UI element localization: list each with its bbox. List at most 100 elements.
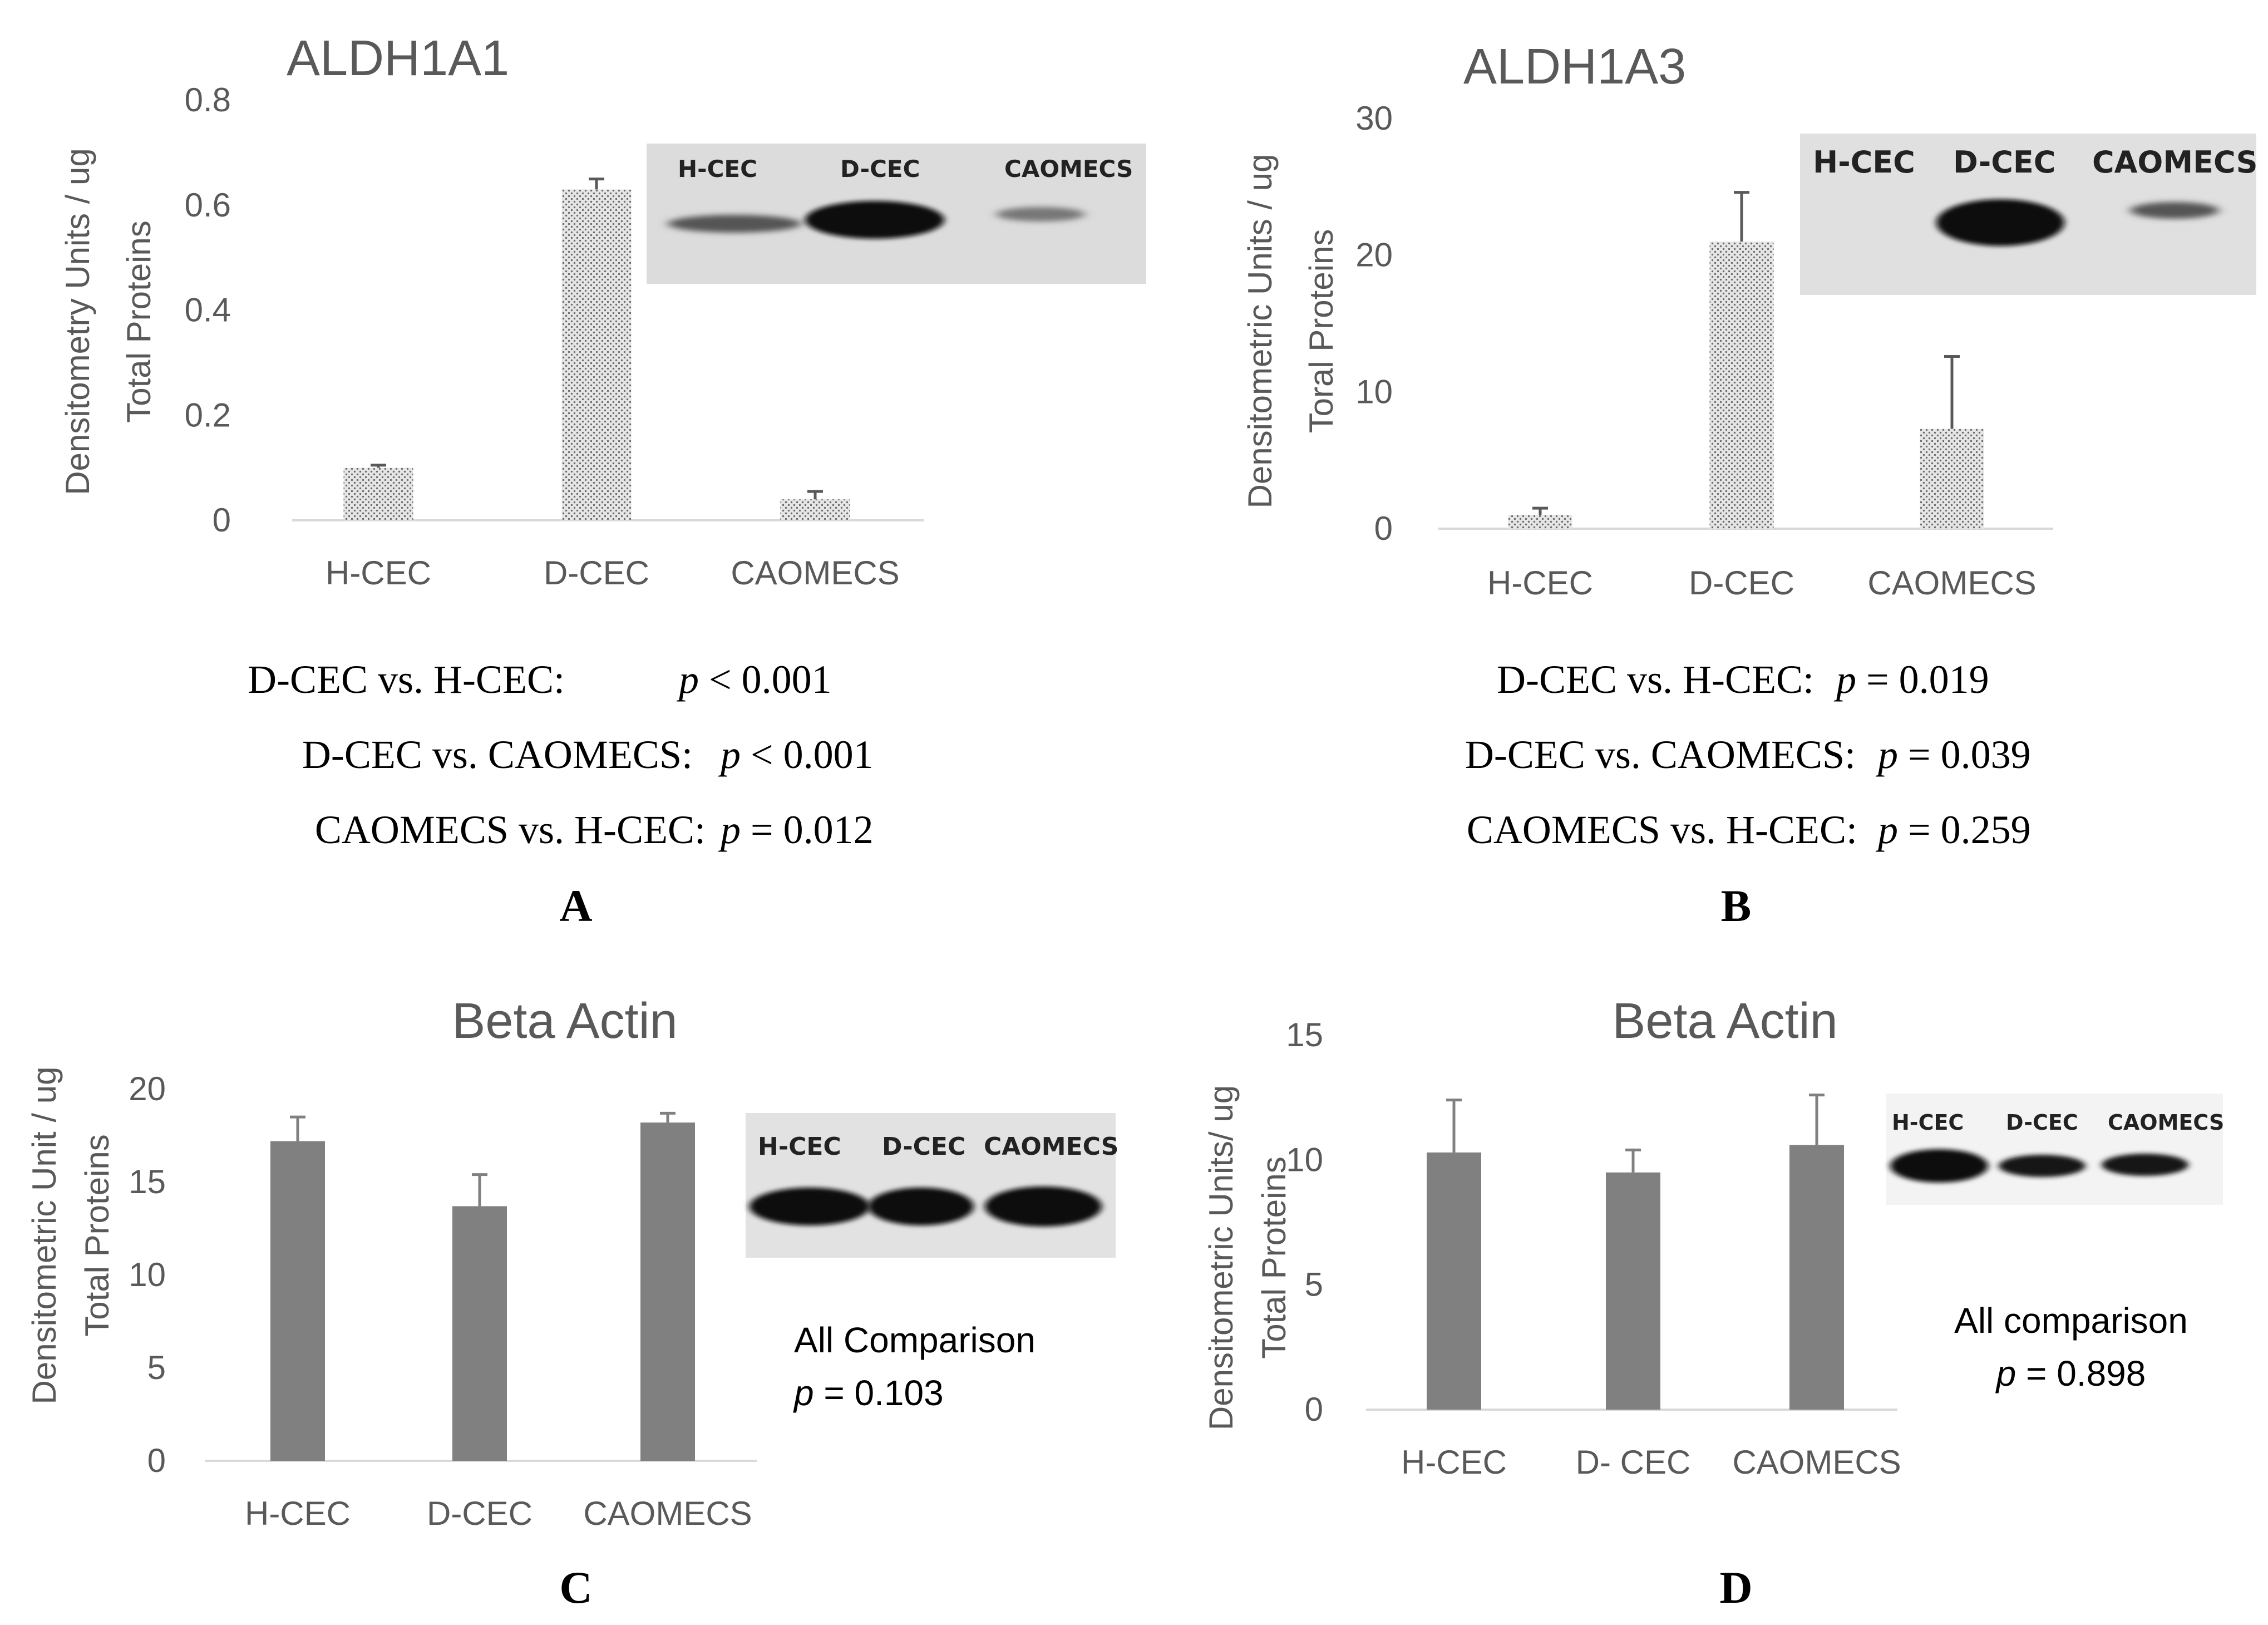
chart-title: ALDH1A1	[287, 31, 509, 86]
note-title: All comparison	[1954, 1301, 2188, 1341]
bar-d-cec	[1606, 1172, 1660, 1410]
y-tick-label: 0.6	[185, 186, 231, 224]
y-axis-label-line1: Densitometric Unit / ug	[26, 1067, 63, 1405]
y-axis-label: Densitometry Units / ug Total Proteins	[59, 148, 157, 495]
blot-band	[1890, 1149, 1988, 1183]
x-category-label: H-CEC	[1401, 1444, 1507, 1481]
blot-lane-label: D-CEC	[1953, 145, 2055, 180]
blot-band	[1999, 1155, 2085, 1177]
blot-band	[985, 1186, 1102, 1227]
y-axis-label-line1: Densitometric Units/ ug	[1202, 1085, 1240, 1430]
x-category-label: CAOMECS	[583, 1495, 752, 1532]
stat-comparison: CAOMECS vs. H-CEC:	[1467, 807, 1857, 852]
panel-b-chart: ALDH1A3 Densitometric Units / ug Toral P…	[1241, 39, 2257, 931]
blot-band	[750, 1188, 870, 1225]
x-category-label: D- CEC	[1576, 1444, 1691, 1481]
chart-title: Beta Actin	[452, 993, 677, 1049]
blot-lane-label: D-CEC	[882, 1132, 965, 1161]
bar-caomecs	[780, 499, 850, 520]
y-axis-label: Densitometric Unit / ug Total Proteins	[26, 1067, 116, 1405]
y-tick-label: 0	[147, 1442, 166, 1479]
x-category-label: D-CEC	[544, 554, 649, 592]
blot-lane-label: H-CEC	[1813, 145, 1915, 180]
y-axis-label-line2: Toral Proteins	[1303, 229, 1340, 434]
y-tick-label: 10	[1355, 373, 1393, 410]
western-blot-inset: H-CEC D-CEC CAOMECS	[1886, 1094, 2224, 1205]
panel-label: D	[1719, 1562, 1752, 1613]
stat-comparison: CAOMECS vs. H-CEC:	[315, 807, 706, 852]
bar-h-cec	[270, 1141, 325, 1461]
bar-h-cec	[1427, 1152, 1481, 1410]
bar-d-cec	[452, 1206, 507, 1461]
chart-title: Beta Actin	[1612, 993, 1837, 1049]
blot-band	[668, 215, 801, 233]
blot-lane-label: H-CEC	[678, 155, 757, 183]
panel-label: C	[559, 1562, 592, 1613]
western-blot-inset: H-CEC D-CEC CAOMECS	[647, 144, 1146, 284]
blot-lane-label: H-CEC	[1892, 1110, 1964, 1135]
western-blot-inset: H-CEC D-CEC CAOMECS	[1800, 134, 2257, 295]
y-axis-label: Densitometric Units/ ug Total Proteins	[1202, 1085, 1293, 1430]
blot-lane-label: CAOMECS	[2108, 1110, 2224, 1135]
x-category-label: H-CEC	[326, 554, 431, 592]
y-tick-label: 0	[1305, 1391, 1323, 1428]
x-category-label: H-CEC	[1487, 564, 1593, 602]
blot-band	[996, 207, 1085, 221]
western-blot-inset: H-CEC D-CEC CAOMECS	[746, 1113, 1118, 1258]
stat-p-value: p = 0.259	[1875, 807, 2031, 852]
y-tick-label: 5	[147, 1349, 166, 1386]
y-axis-label-line1: Densitometry Units / ug	[59, 148, 96, 495]
y-tick-label: 30	[1355, 100, 1393, 137]
y-tick-label: 15	[129, 1163, 166, 1200]
blot-band	[2102, 1154, 2188, 1176]
blot-band	[868, 1188, 974, 1225]
stat-comparison: D-CEC vs. H-CEC:	[1497, 657, 1814, 702]
y-tick-label: 15	[1286, 1016, 1323, 1053]
x-category-label: CAOMECS	[1867, 564, 2036, 602]
comparison-note: All Comparison p = 0.103	[793, 1320, 1036, 1413]
x-category-label: H-CEC	[245, 1495, 351, 1532]
bar-h-cec	[1508, 515, 1572, 529]
stat-p-value: p = 0.039	[1875, 732, 2031, 777]
y-tick-label: 5	[1305, 1266, 1323, 1303]
blot-lane-label: CAOMECS	[984, 1132, 1118, 1161]
y-axis-label-line2: Total Proteins	[1255, 1156, 1293, 1359]
blot-lane-label: D-CEC	[840, 155, 920, 183]
y-tick-label: 0.4	[185, 292, 231, 329]
x-category-label: CAOMECS	[1732, 1444, 1901, 1481]
note-p-value: p = 0.898	[1995, 1353, 2146, 1393]
y-tick-label: 0	[213, 501, 231, 539]
stat-p-value: p < 0.001	[718, 732, 874, 777]
stat-comparison: D-CEC vs. CAOMECS:	[1465, 732, 1856, 777]
blot-lane-label: CAOMECS	[1004, 155, 1133, 183]
bar-d-cec	[561, 189, 632, 520]
y-tick-label: 10	[129, 1256, 166, 1293]
stat-p-value: p = 0.012	[718, 807, 874, 852]
y-tick-label: 0	[1374, 510, 1393, 547]
y-tick-label: 10	[1286, 1141, 1323, 1178]
comparison-note: All comparison p = 0.898	[1954, 1301, 2188, 1393]
panel-d-chart: Beta Actin Densitometric Units/ ug Total…	[1202, 993, 2224, 1613]
panel-label: B	[1721, 880, 1752, 931]
stat-p-value: p < 0.001	[676, 657, 832, 702]
panel-c-chart: Beta Actin Densitometric Unit / ug Total…	[26, 993, 1118, 1613]
y-axis-label: Densitometric Units / ug Toral Proteins	[1241, 154, 1340, 509]
bar-caomecs	[1920, 429, 1984, 529]
blot-band	[805, 201, 944, 239]
y-axis-label-line2: Total Proteins	[120, 220, 157, 423]
y-tick-label: 0.8	[185, 81, 231, 119]
bar-caomecs	[640, 1122, 695, 1461]
blot-lane-label: CAOMECS	[2092, 145, 2257, 180]
blot-lane-label: H-CEC	[758, 1132, 841, 1161]
blot-band	[1936, 199, 2064, 246]
note-title: All Comparison	[794, 1320, 1036, 1360]
chart-title: ALDH1A3	[1463, 39, 1686, 95]
note-p-value: p = 0.103	[793, 1373, 944, 1413]
blot-lane-label: D-CEC	[2006, 1110, 2078, 1135]
statistics-block: D-CEC vs. H-CEC: p = 0.019 D-CEC vs. CAO…	[1465, 657, 2031, 852]
x-category-label: CAOMECS	[731, 554, 899, 592]
y-tick-label: 0.2	[185, 396, 231, 434]
y-axis-label-line1: Densitometric Units / ug	[1241, 154, 1279, 509]
bar-h-cec	[343, 467, 413, 520]
